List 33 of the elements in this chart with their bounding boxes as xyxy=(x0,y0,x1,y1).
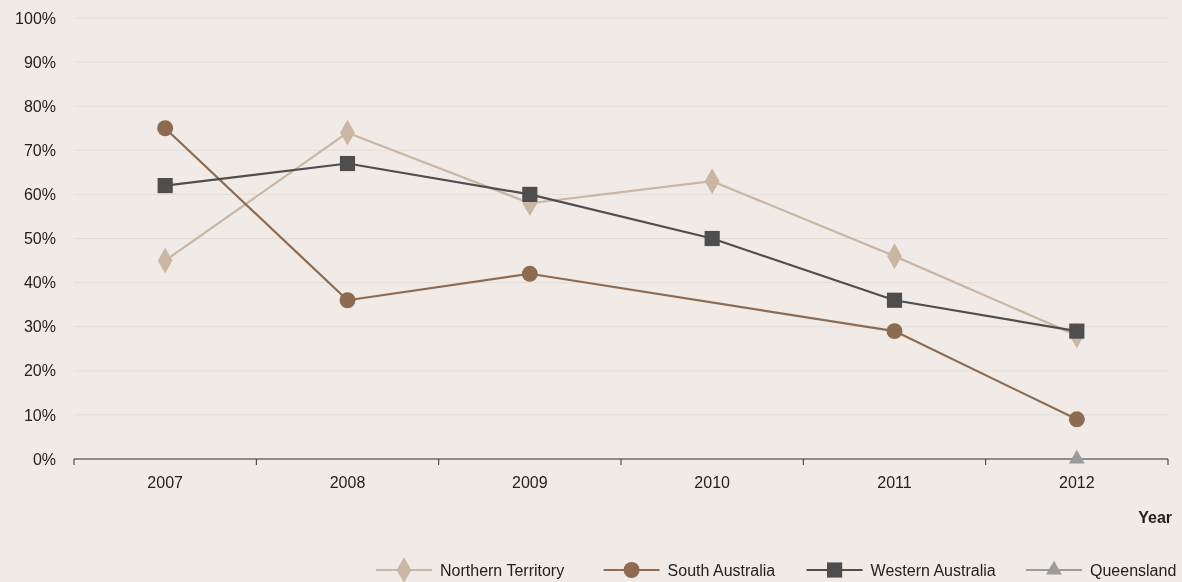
x-tick-label: 2011 xyxy=(877,474,912,491)
point xyxy=(886,292,903,308)
y-tick-label: 100% xyxy=(15,9,56,27)
point xyxy=(157,120,174,137)
point xyxy=(704,230,720,247)
point xyxy=(522,186,538,202)
x-tick-label: 2009 xyxy=(512,474,548,491)
x-tick-label: 2012 xyxy=(1059,474,1095,491)
point xyxy=(339,155,356,172)
point xyxy=(521,265,538,282)
point xyxy=(886,323,903,340)
x-axis-title: Year xyxy=(1138,509,1172,526)
y-tick-label: 30% xyxy=(23,318,56,336)
y-tick-label: 50% xyxy=(23,230,56,248)
legend-label: Western Australia xyxy=(870,561,996,579)
y-tick-label: 80% xyxy=(23,97,56,115)
y-tick-label: 90% xyxy=(23,53,56,71)
y-tick-label: 40% xyxy=(23,274,56,292)
legend-label: Queensland xyxy=(1090,561,1177,579)
y-tick-label: 0% xyxy=(32,450,56,468)
point xyxy=(157,178,173,194)
y-tick-label: 70% xyxy=(23,141,56,159)
legend-label: Northern Territory xyxy=(440,561,565,579)
x-tick-label: 2010 xyxy=(694,474,731,491)
x-tick-label: 2008 xyxy=(329,474,366,491)
point xyxy=(339,292,356,309)
y-tick-label: 10% xyxy=(23,406,56,424)
point xyxy=(1068,411,1085,428)
legend-label: South Australia xyxy=(667,561,776,579)
x-tick-label: 2007 xyxy=(147,474,184,491)
y-tick-label: 20% xyxy=(23,362,56,380)
y-tick-label: 60% xyxy=(23,186,56,203)
point xyxy=(1069,323,1085,339)
